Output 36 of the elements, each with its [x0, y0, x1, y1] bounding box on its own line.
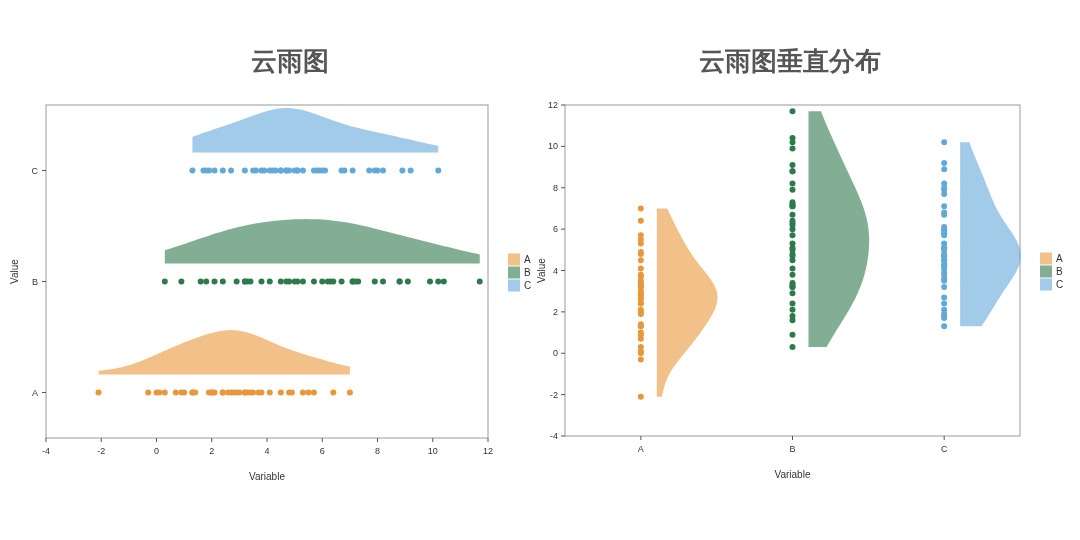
x-tick-label: 4: [264, 446, 270, 456]
x-tick-label: 6: [319, 446, 325, 456]
x-tick-label: A: [637, 444, 644, 454]
chart-title: 云雨图垂直分布: [699, 46, 881, 76]
legend-label: B: [524, 267, 531, 278]
x-axis-title: Variable: [249, 471, 286, 482]
y-tick-label: 0: [552, 348, 558, 359]
x-tick-label: 12: [482, 446, 494, 456]
x-tick-label: 0: [153, 446, 160, 456]
y-tick-label: 10: [547, 141, 558, 152]
legend-label: B: [1056, 266, 1063, 277]
x-axis-title: Variable: [774, 469, 811, 480]
y-axis-title: Value: [9, 258, 20, 284]
y-tick-label: -4: [549, 431, 558, 441]
y-axis-title: Value: [536, 257, 547, 283]
y-tick-label: 6: [552, 224, 558, 235]
x-tick-label: 10: [427, 446, 438, 456]
y-tick-label: 12: [547, 100, 558, 110]
x-tick-label: 8: [374, 446, 381, 456]
x-tick-label: 2: [209, 446, 215, 456]
y-tick-label: C: [31, 165, 39, 176]
y-tick-label: 2: [552, 306, 558, 317]
legend-label: A: [1056, 253, 1063, 264]
y-tick-label: -2: [549, 389, 558, 400]
legend-label: A: [524, 254, 531, 265]
x-tick-label: C: [940, 444, 948, 454]
x-tick-label: B: [789, 444, 796, 454]
chart-title: 云雨图: [251, 46, 329, 76]
legend-label: C: [1056, 279, 1064, 290]
x-tick-label: -4: [41, 446, 51, 456]
y-tick-label: 4: [552, 265, 558, 276]
y-tick-label: A: [31, 387, 38, 398]
legend-label: C: [524, 280, 532, 291]
y-tick-label: B: [31, 276, 38, 287]
y-tick-label: 8: [552, 182, 558, 193]
x-tick-label: -2: [97, 446, 106, 456]
